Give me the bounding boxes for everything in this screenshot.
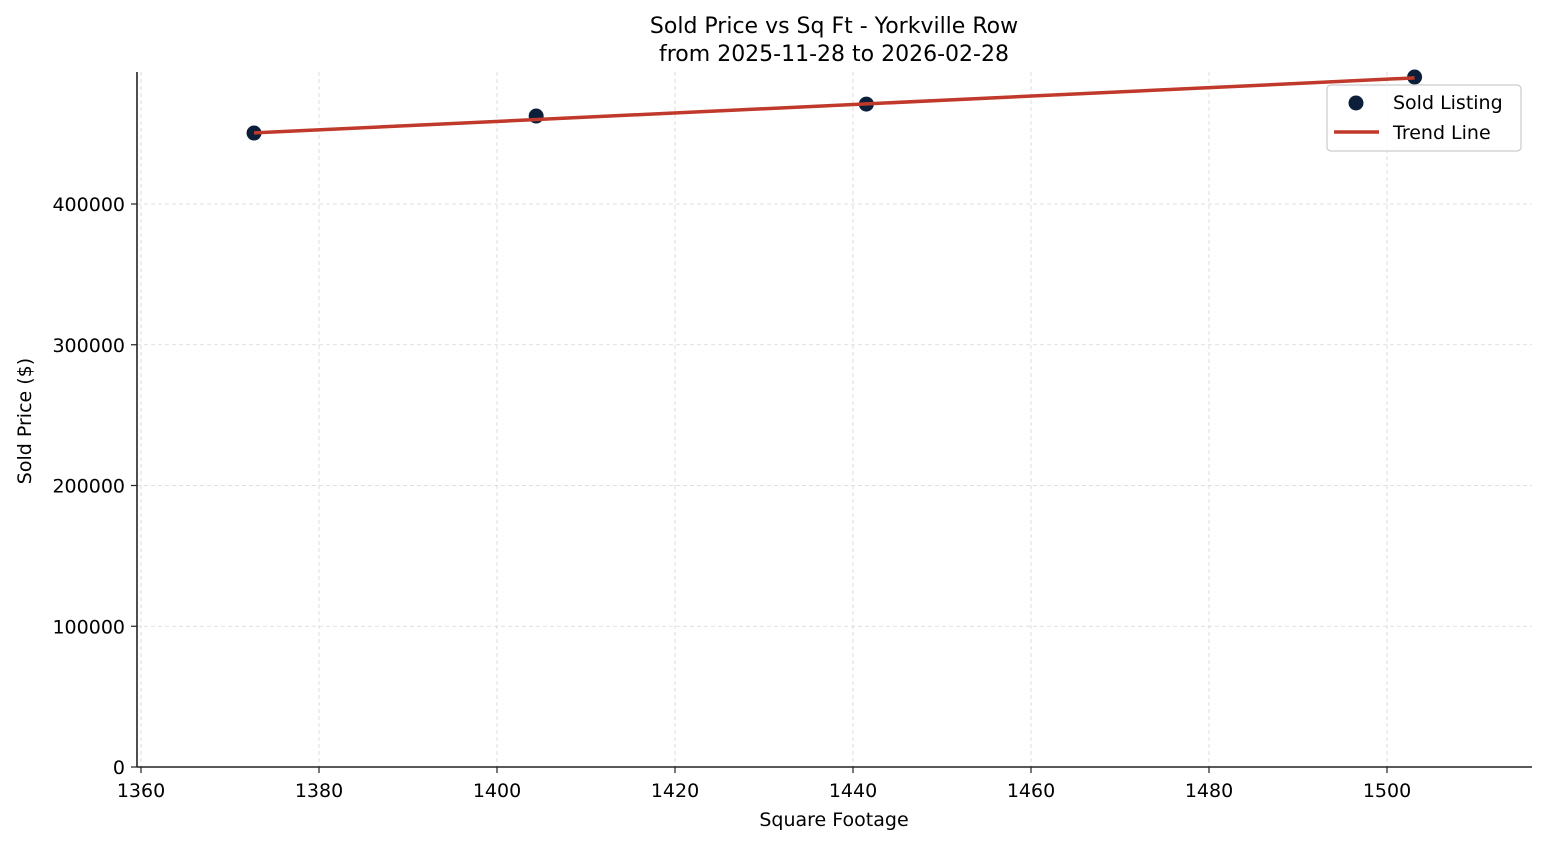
chart-subtitle: from 2025-11-28 to 2026-02-28 — [659, 42, 1009, 67]
x-tick-label: 1480 — [1185, 780, 1233, 802]
x-axis-label: Square Footage — [759, 809, 908, 831]
x-tick-label: 1420 — [651, 780, 699, 802]
x-tick-label: 1440 — [829, 780, 877, 802]
data-point — [246, 125, 262, 141]
y-tick-label: 0 — [113, 757, 125, 779]
grid-lines — [137, 72, 1532, 767]
legend: Sold Listing Trend Line — [1326, 84, 1522, 152]
legend-box — [1326, 84, 1522, 152]
y-tick-label: 300000 — [52, 335, 125, 357]
data-point — [1407, 69, 1423, 85]
x-tick-label: 1500 — [1363, 780, 1411, 802]
x-tick-label: 1360 — [117, 780, 165, 802]
legend-label-trend-line: Trend Line — [1392, 122, 1491, 144]
legend-label-sold-listing: Sold Listing — [1393, 92, 1503, 114]
plot-area — [246, 69, 1423, 141]
y-axis-ticks: 0 100000 200000 300000 400000 — [52, 194, 137, 779]
x-tick-label: 1400 — [473, 780, 521, 802]
legend-marker-sold-listing — [1348, 95, 1364, 111]
trend-line — [253, 76, 1415, 135]
x-axis-ticks: 1360 1380 1400 1420 1440 1460 1480 1500 — [117, 767, 1411, 802]
x-tick-label: 1380 — [295, 780, 343, 802]
y-tick-label: 400000 — [52, 194, 125, 216]
chart-title: Sold Price vs Sq Ft - Yorkville Row — [650, 14, 1018, 39]
y-axis-label: Sold Price ($) — [14, 358, 36, 484]
y-tick-label: 200000 — [52, 476, 125, 498]
x-tick-label: 1460 — [1007, 780, 1055, 802]
y-tick-label: 100000 — [52, 616, 125, 638]
